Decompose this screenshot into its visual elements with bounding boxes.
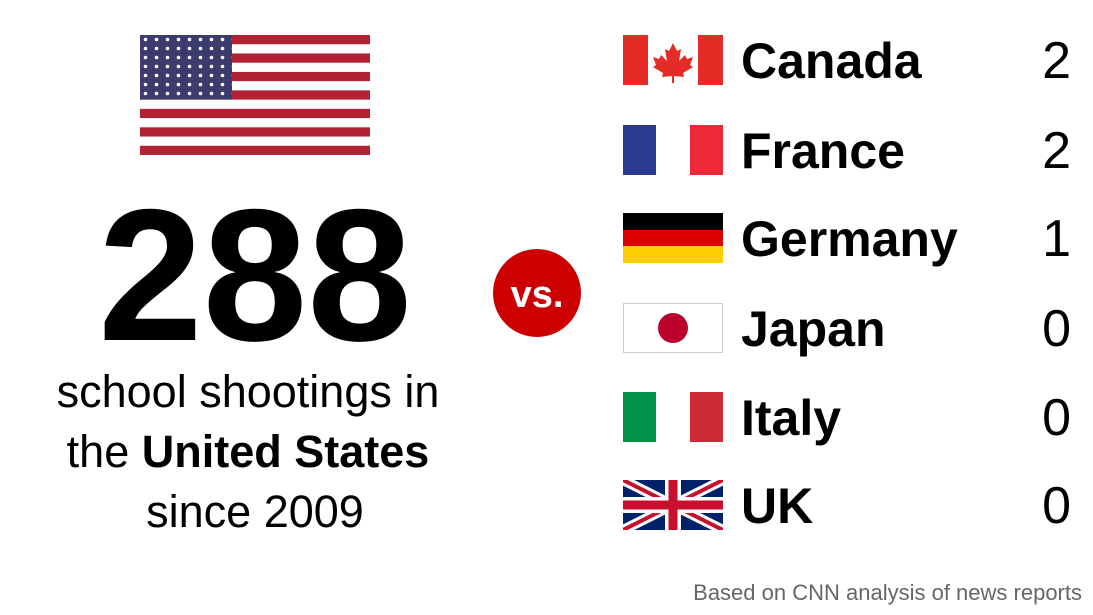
country-name: France [741,123,905,179]
country-name: Japan [741,301,886,357]
flag-germany [623,213,723,263]
us-text: since 2009 [146,486,364,537]
us-text: the [67,426,130,477]
country-count: 2 [1042,122,1071,180]
flag-stripe [140,90,370,100]
flag-stripe [140,53,370,63]
vs-text: vs. [511,274,564,316]
flag-canada [623,35,723,85]
us-count: 288 [98,170,412,380]
flag-japan [623,303,723,353]
flag-stripe [140,71,370,82]
flag-stripe [140,108,370,119]
us-text-bold: United States [142,426,430,477]
flag-stripe [140,145,370,155]
flag-france [623,125,723,175]
country-count: 1 [1042,210,1071,268]
country-count: 2 [1042,32,1071,90]
country-name: UK [741,478,813,534]
country-name: Italy [741,390,841,446]
vs-badge [493,249,581,337]
us-flag [140,35,370,155]
country-name: Germany [741,211,958,267]
country-count: 0 [1042,300,1071,358]
us-text: the United States [67,426,430,477]
flag-stripe [140,127,370,137]
country-count: 0 [1042,389,1071,447]
flag-stripe [140,35,370,45]
source-note: Based on CNN analysis of news reports [693,580,1082,605]
flag-uk [623,480,723,530]
flag-italy [623,392,723,442]
country-count: 0 [1042,477,1071,535]
us-text: school shootings in [57,366,440,417]
country-name: Canada [741,33,923,89]
